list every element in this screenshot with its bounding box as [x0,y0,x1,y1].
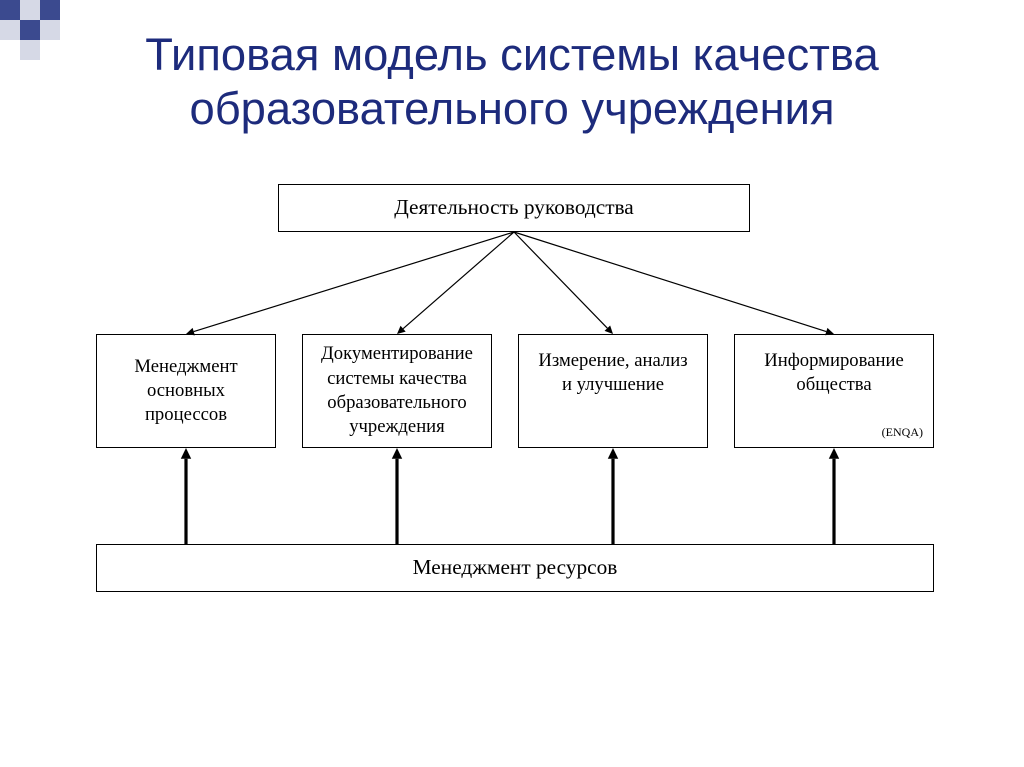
node-line: образовательного [327,391,466,415]
node-line: основных [147,379,225,403]
node-quality-documentation: Документирование системы качества образо… [302,334,492,448]
node-process-management: Менеджмент основных процессов [96,334,276,448]
node-label: Менеджмент ресурсов [413,554,618,582]
node-label: Деятельность руководства [394,194,634,222]
page-title: Типовая модель системы качества образова… [0,28,1024,137]
node-line: системы качества [327,367,467,391]
node-resource-management: Менеджмент ресурсов [96,544,934,592]
node-line: Информирование [764,349,903,373]
node-line: и улучшение [562,373,664,397]
node-line: Измерение, анализ [538,349,687,373]
node-measurement-analysis: Измерение, анализ и улучшение [518,334,708,448]
node-public-information: Информирование общества (ENQA) [734,334,934,448]
node-line: учреждения [349,415,445,439]
node-line: Документирование [321,342,473,366]
node-subnote: (ENQA) [882,425,923,441]
node-line: процессов [145,403,227,427]
title-line2: образовательного учреждения [189,83,834,134]
title-line1: Типовая модель системы качества [145,29,878,80]
node-line: общества [796,373,871,397]
node-leadership-activity: Деятельность руководства [278,184,750,232]
node-line: Менеджмент [134,355,237,379]
